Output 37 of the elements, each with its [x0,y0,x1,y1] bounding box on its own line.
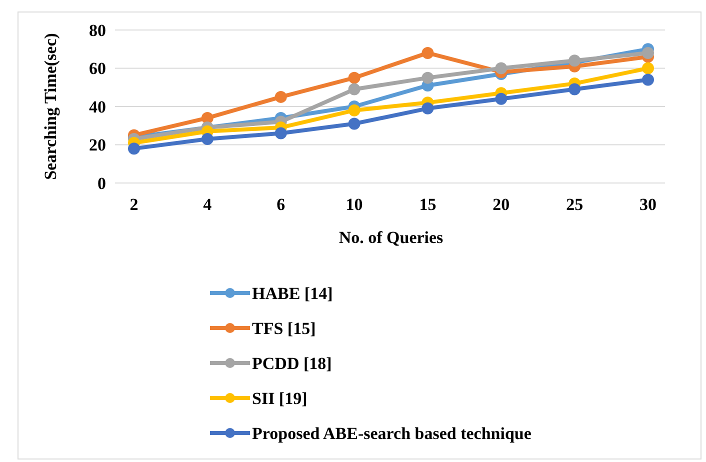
x-tick-label: 2 [130,195,138,214]
x-tick-label: 15 [419,195,436,214]
point [495,92,508,105]
legend-label: TFS [15] [252,318,316,338]
legend-label: Proposed ABE-search based technique [252,424,532,443]
point [495,62,508,74]
point [128,142,140,155]
x-tick-label: 20 [492,195,510,214]
point [274,127,287,140]
legend-label: HABE [14] [252,284,333,303]
point [642,62,654,74]
x-tick-label: 4 [203,195,212,214]
point [348,83,360,96]
point [201,133,214,146]
x-axis-title: No. of Queries [338,228,444,247]
x-tick-label: 25 [566,195,584,214]
legend-label: SII [19] [252,388,308,408]
point [348,118,360,130]
x-tick-label: 10 [346,195,363,214]
point [568,83,581,96]
point [348,104,360,116]
point [274,90,287,103]
point [348,72,360,84]
y-tick-label: 40 [89,97,106,116]
y-tick-label: 20 [89,136,106,155]
y-tick-label: 80 [89,20,106,40]
point [422,72,434,84]
point [422,102,434,114]
legend-label: PCDD [18] [252,354,332,373]
point [642,46,654,59]
point [422,46,434,59]
y-axis-title: Searching Time(sec) [41,33,60,180]
point [642,74,654,86]
y-tick-label: 0 [98,174,106,193]
x-tick-label: 6 [276,195,286,214]
y-tick-label: 60 [89,59,106,78]
x-tick-label: 30 [640,195,656,214]
